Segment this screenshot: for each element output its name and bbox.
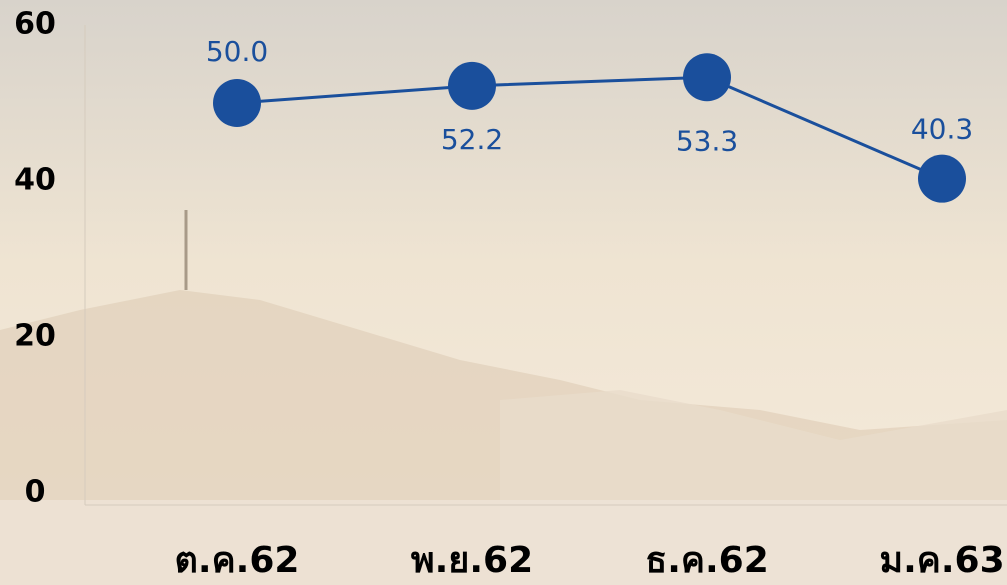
y-tick-label: 20 [14, 319, 56, 354]
series-line [236, 75, 943, 181]
city [0, 500, 1007, 585]
x-tick-label: ต.ค.62 [175, 540, 300, 581]
value-label: 50.0 [206, 35, 268, 68]
y-tick-label: 40 [14, 163, 56, 198]
data-point [918, 154, 966, 203]
x-tick-label: พ.ย.62 [411, 540, 533, 581]
x-tick-label: ม.ค.63 [879, 540, 1004, 581]
value-label: 53.3 [676, 124, 738, 157]
value-label: 52.2 [441, 123, 503, 156]
y-tick-label: 0 [25, 475, 46, 510]
data-point [213, 79, 261, 127]
data-point [683, 53, 731, 102]
data-point [448, 61, 496, 110]
value-label: 40.3 [911, 113, 973, 146]
y-tick-label: 60 [14, 7, 56, 42]
plot: 0 20 40 60 ต.ค.62 พ.ย.62 ธ.ค.62 ม.ค.63 50.0 52.2 5… [14, 7, 1005, 582]
x-tick-label: ธ.ค.62 [645, 540, 769, 581]
